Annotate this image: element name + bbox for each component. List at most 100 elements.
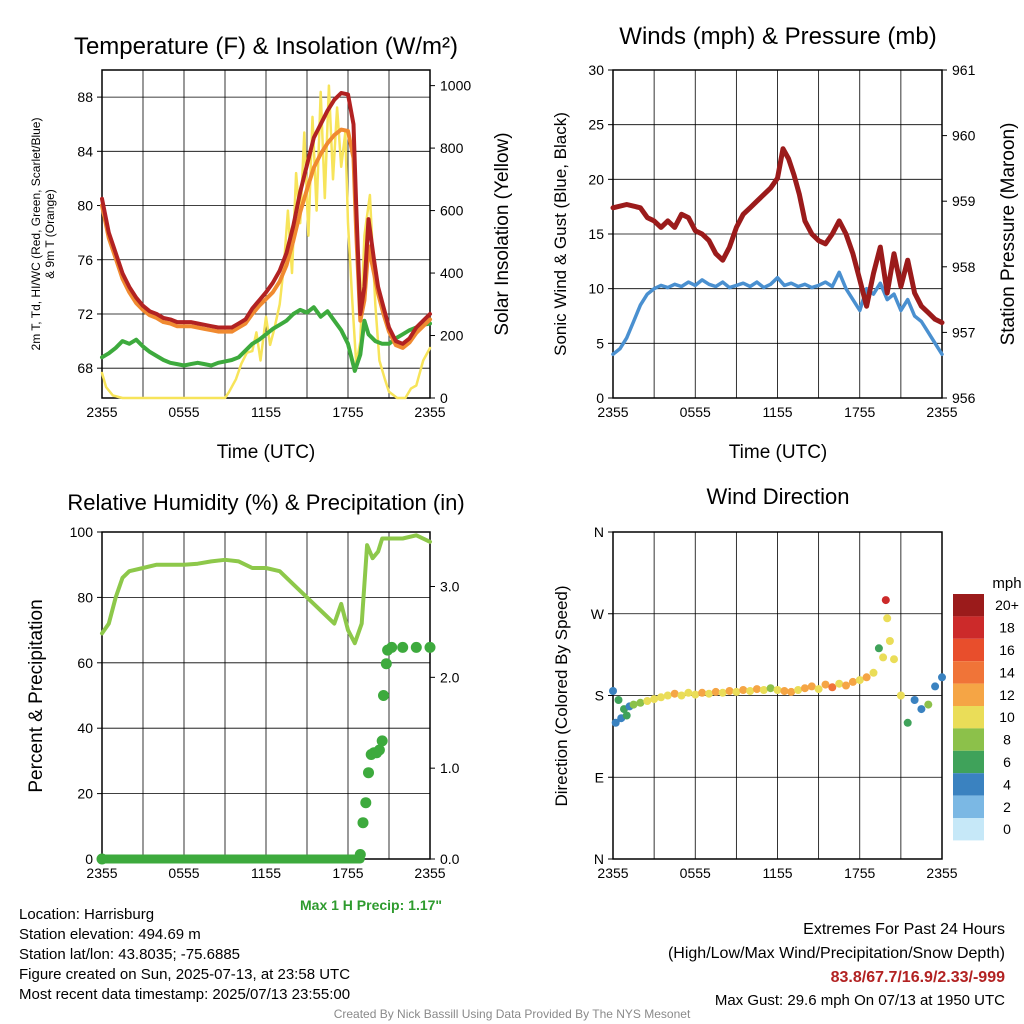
direction-point	[938, 673, 946, 682]
y-tick-label: 68	[77, 360, 93, 376]
legend-swatch	[953, 661, 984, 684]
y-right-tick-label: 1.0	[440, 760, 460, 776]
precip-point	[363, 767, 374, 779]
direction-point	[663, 691, 672, 700]
y-tick-label: 30	[588, 62, 604, 78]
legend-label: 8	[1003, 732, 1011, 748]
direction-point	[842, 681, 850, 690]
y-right-tick-label: 959	[952, 193, 976, 209]
legend-swatch	[953, 818, 984, 841]
x-tick-label: 0555	[680, 865, 711, 881]
legend-label: 6	[1003, 754, 1011, 770]
direction-point	[725, 687, 734, 695]
y-tick-label: N	[594, 524, 604, 540]
series-line-rh	[100, 533, 432, 646]
temperature-chart-layer: 2355 0555 1155 1755 2355 68 72 76 80 84 88 0 200 400 6…	[77, 70, 471, 420]
legend-label: 2	[1003, 799, 1011, 815]
y-tick-label: N	[594, 851, 604, 867]
x-tick-label: 0555	[168, 404, 199, 420]
y-right-tick-label: 3.0	[440, 579, 460, 595]
extremes-subtitle: (High/Low/Max Wind/Precipitation/Snow De…	[667, 945, 1005, 962]
y-right-tick-label: 0.0	[440, 851, 460, 867]
series-line-td	[100, 305, 432, 373]
series-line-2m-t	[100, 91, 432, 346]
direction-point	[835, 679, 844, 688]
direction-point	[917, 705, 926, 714]
precip-point	[410, 641, 422, 653]
direction-point	[828, 683, 837, 692]
direction-point	[931, 682, 940, 691]
x-tick-label: 2355	[414, 865, 445, 881]
direction-point	[869, 668, 878, 677]
humidity-panel: Relative Humidity (%) & Precipitation (i…	[26, 490, 465, 881]
direction-point	[614, 696, 623, 704]
legend-swatch	[953, 706, 984, 729]
y-right-tick-label: 400	[440, 265, 464, 281]
direction-point	[739, 686, 748, 694]
x-tick-label: 1155	[762, 404, 792, 420]
precip-point	[360, 797, 372, 809]
humidity-title: Relative Humidity (%) & Precipitation (i…	[67, 490, 464, 515]
direction-point	[924, 700, 933, 709]
direction-point	[698, 688, 707, 697]
x-tick-label: 2355	[86, 404, 117, 420]
y-tick-label: 88	[77, 89, 93, 105]
y-right-tick-label: 800	[440, 140, 464, 156]
legend-label: 12	[999, 687, 1015, 703]
precip-point	[424, 641, 436, 653]
recent-data: Most recent data timestamp: 2025/07/13 2…	[19, 986, 351, 1003]
legend-swatch	[953, 773, 984, 796]
x-tick-label: 2355	[597, 865, 628, 881]
direction-point	[611, 718, 620, 727]
precip-point	[357, 817, 369, 829]
direction-point	[903, 718, 912, 727]
direction-point	[766, 684, 775, 693]
direction-point	[881, 596, 890, 605]
station-latlon: Station lat/lon: 43.8035; -75.6885	[19, 946, 241, 963]
x-tick-label: 1755	[844, 404, 875, 420]
precip-point	[373, 744, 385, 756]
y-tick-label: 20	[588, 171, 604, 187]
wind-ylabel-left: Sonic Wind & Gust (Blue, Black)	[551, 112, 570, 356]
direction-point	[732, 687, 741, 696]
y-right-tick-label: 960	[952, 128, 976, 144]
wind-panel: Winds (mph) & Pressure (mb) Time (UTC) S…	[551, 23, 1019, 463]
x-tick-label: 2355	[86, 865, 117, 881]
y-tick-label: 80	[77, 589, 93, 605]
x-tick-label: 2355	[926, 404, 957, 420]
y-tick-label: 20	[77, 786, 93, 802]
x-tick-label: 1755	[844, 865, 875, 881]
speed-legend-title: mph	[992, 575, 1021, 592]
x-tick-label: 1755	[332, 865, 363, 881]
y-tick-label: 84	[77, 143, 93, 159]
direction-point	[780, 687, 789, 695]
figure-created: Figure created on Sun, 2025-07-13, at 23…	[19, 966, 351, 983]
y-tick-label: 25	[588, 117, 604, 133]
y-tick-label: 0	[596, 390, 604, 406]
direction-title: Wind Direction	[706, 484, 849, 509]
x-tick-label: 1155	[762, 865, 792, 881]
direction-point	[711, 687, 720, 696]
y-right-tick-label: 1000	[440, 78, 471, 94]
y-tick-label: 10	[588, 281, 604, 297]
direction-point	[787, 687, 796, 696]
credit-line: Created By Nick Bassill Using Data Provi…	[333, 1007, 691, 1021]
y-right-tick-label: 956	[952, 390, 976, 406]
direction-point	[609, 687, 617, 695]
y-tick-label: 0	[85, 851, 93, 867]
direction-point	[855, 676, 864, 685]
direction-point	[636, 698, 645, 707]
legend-label: 4	[1003, 776, 1011, 792]
legend-swatch	[953, 683, 984, 706]
legend-swatch	[953, 728, 984, 751]
direction-point	[890, 655, 898, 664]
max-gust: Max Gust: 29.6 mph On 07/13 at 1950 UTC	[714, 992, 1005, 1009]
direction-point	[691, 690, 700, 699]
wind-xlabel: Time (UTC)	[729, 442, 828, 463]
direction-panel: Wind Direction Direction (Colored By Spe…	[552, 484, 1022, 881]
direction-point	[670, 689, 679, 698]
direction-point	[746, 687, 755, 695]
direction-point	[885, 637, 894, 645]
direction-point	[821, 680, 830, 689]
